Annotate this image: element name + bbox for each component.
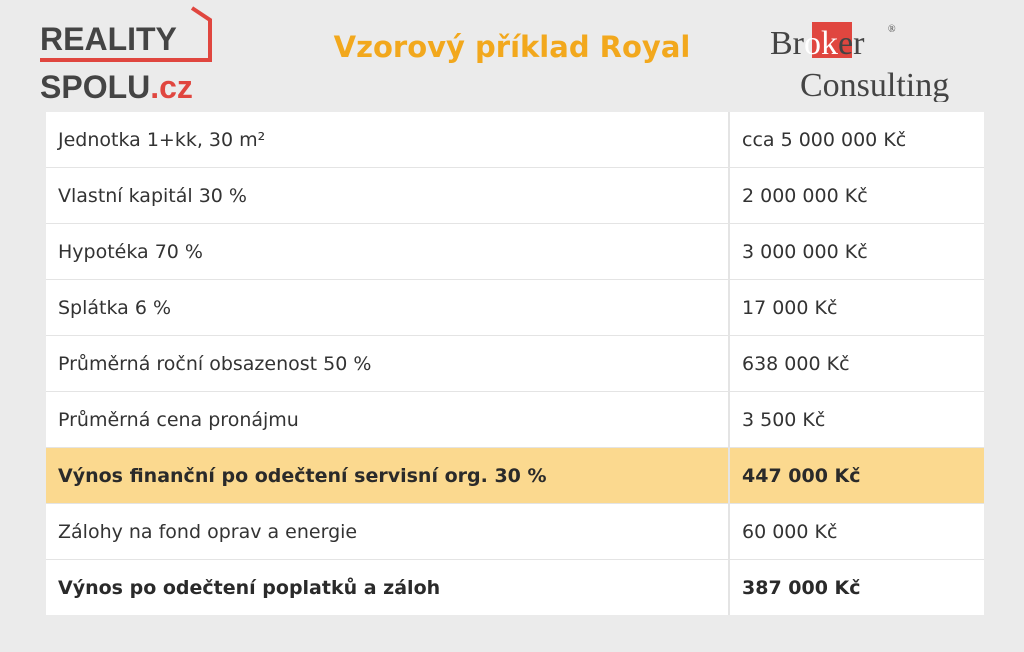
row-value: 638 000 Kč <box>728 335 984 392</box>
table-row: Hypotéka 70 % 3 000 000 Kč <box>46 223 984 280</box>
row-value: cca 5 000 000 Kč <box>728 112 984 168</box>
table-row: Jednotka 1+kk, 30 m² cca 5 000 000 Kč <box>46 112 984 168</box>
row-label: Zálohy na fond oprav a energie <box>46 503 729 560</box>
svg-text:SPOLU.cz: SPOLU.cz <box>40 69 193 105</box>
row-label: Výnos finanční po odečtení servisní org.… <box>46 447 729 504</box>
svg-text:Broker: Broker <box>770 25 865 62</box>
row-value: 60 000 Kč <box>728 503 984 560</box>
svg-text:Consulting: Consulting <box>800 67 949 102</box>
row-label: Splátka 6 % <box>46 279 729 336</box>
row-label: Jednotka 1+kk, 30 m² <box>46 112 729 168</box>
example-table: Jednotka 1+kk, 30 m² cca 5 000 000 Kč Vla… <box>46 112 984 615</box>
reality-spolu-logo: REALITY SPOLU.cz <box>40 6 212 105</box>
row-label: Průměrná roční obsazenost 50 % <box>46 335 729 392</box>
row-value: 387 000 Kč <box>728 559 984 615</box>
table-row: Průměrná cena pronájmu 3 500 Kč <box>46 391 984 448</box>
row-value: 2 000 000 Kč <box>728 167 984 224</box>
broker-consulting-logo: Broker ® Consulting <box>770 22 949 102</box>
row-value: 3 500 Kč <box>728 391 984 448</box>
row-label: Vlastní kapitál 30 % <box>46 167 729 224</box>
table-row: Splátka 6 % 17 000 Kč <box>46 279 984 336</box>
total-row: Výnos po odečtení poplatků a záloh 387 00… <box>46 559 984 615</box>
row-value: 17 000 Kč <box>728 279 984 336</box>
row-label: Hypotéka 70 % <box>46 223 729 280</box>
table-row: Vlastní kapitál 30 % 2 000 000 Kč <box>46 167 984 224</box>
svg-text:®: ® <box>888 24 896 35</box>
row-value: 447 000 Kč <box>728 447 984 504</box>
table-row: Průměrná roční obsazenost 50 % 638 000 Kč <box>46 335 984 392</box>
table-row: Zálohy na fond oprav a energie 60 000 Kč <box>46 503 984 560</box>
svg-text:REALITY: REALITY <box>40 21 177 57</box>
row-value: 3 000 000 Kč <box>728 223 984 280</box>
row-label: Průměrná cena pronájmu <box>46 391 729 448</box>
page-title: Vzorový příklad Royal <box>333 30 691 64</box>
row-label: Výnos po odečtení poplatků a záloh <box>58 576 441 599</box>
highlighted-row: Výnos finanční po odečtení servisní org.… <box>46 447 984 504</box>
